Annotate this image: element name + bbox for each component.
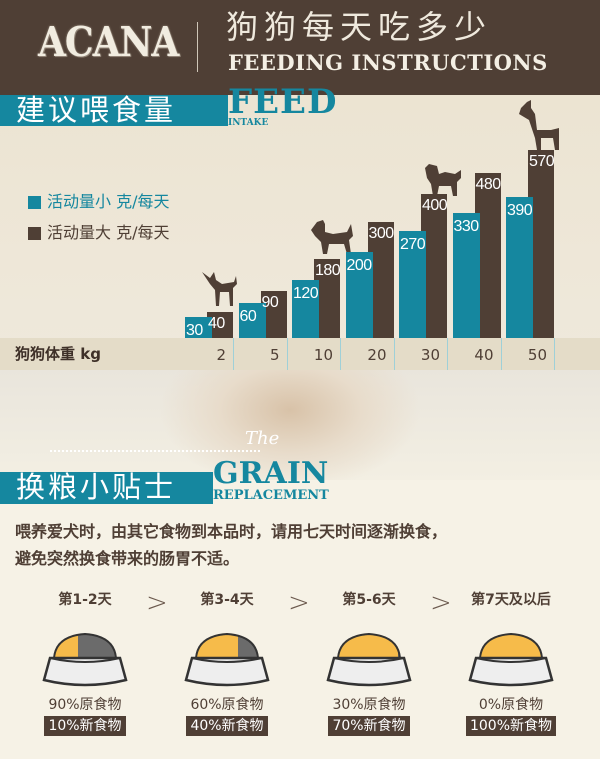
new-food-percent: 10%新食物 (44, 716, 126, 736)
bar-low-50kg (506, 196, 533, 338)
acana-logo: ACANA (38, 17, 179, 67)
step-4: 第7天及以后 0%原食物 100%新食物 (446, 590, 576, 736)
food-bowl-icon (184, 632, 270, 687)
bar-value-label: 270 (400, 235, 426, 253)
step-2: 第3-4天 60%原食物 40%新食物 (162, 590, 292, 736)
x-tick-label: 40 (474, 346, 494, 364)
x-axis-strip (0, 338, 600, 370)
axis-divider (554, 338, 555, 370)
axis-divider (340, 338, 341, 370)
bulldog-silhouette-icon (425, 164, 461, 196)
bar-value-label: 30 (186, 322, 203, 340)
new-food-percent: 40%新食物 (186, 716, 268, 736)
axis-divider (286, 338, 288, 370)
food-bowl-icon (326, 632, 412, 687)
terrier-silhouette-icon (311, 220, 353, 254)
step-1: 第1-2天 90%原食物 10%新食物 (20, 590, 150, 736)
tips-paragraph: 喂养爱犬时，由其它食物到本品时，请用七天时间逐渐换食， 避免突然换食带来的肠胃不适… (15, 518, 595, 572)
header-title-cn: 狗狗每天吃多少 (226, 8, 493, 46)
bar-low-10kg (292, 279, 319, 338)
step-label: 第1-2天 (58, 592, 112, 608)
step-arrow-icon: > (146, 588, 168, 618)
doberman-silhouette-icon (519, 100, 559, 150)
food-bowl-icon (468, 632, 554, 687)
step-label: 第7天及以后 (471, 592, 551, 608)
axis-divider (233, 338, 234, 370)
new-food-percent: 70%新食物 (328, 716, 410, 736)
old-food-percent: 60%原食物 (190, 697, 264, 713)
bar-value-label: 90 (261, 293, 279, 311)
legend-label: 活动量小 克/每天 (47, 192, 170, 211)
dog-photo-background (0, 370, 600, 480)
bar-value-label: 330 (453, 218, 480, 236)
x-tick-label: 10 (313, 346, 333, 364)
photo-script-text: The (245, 428, 280, 449)
x-tick-label: 30 (420, 346, 440, 364)
bar-value-label: 300 (368, 224, 395, 242)
axis-divider (500, 338, 502, 370)
chihuahua-silhouette-icon (202, 272, 237, 306)
header (0, 0, 600, 95)
bar-low-40kg (452, 213, 480, 338)
legend-label: 活动量大 克/每天 (47, 223, 170, 242)
bar-value-label: 480 (475, 175, 502, 193)
step-label: 第3-4天 (200, 592, 254, 608)
bar-value-label: 200 (346, 257, 373, 275)
legend-swatch (28, 195, 41, 209)
header-title-en: FEEDING INSTRUCTIONS (228, 50, 548, 75)
step-label: 第5-6天 (342, 592, 396, 608)
tips-line: 避免突然换食带来的肠胃不适。 (15, 549, 240, 568)
legend-swatch (28, 226, 41, 240)
bar-low-2kg (185, 317, 212, 338)
bar-value-label: 390 (507, 201, 533, 219)
dotted-divider (50, 450, 260, 452)
bar-value-label: 570 (529, 153, 555, 171)
x-axis-label: 狗狗体重 kg (15, 345, 101, 363)
intake-word: INTAKE (228, 118, 269, 128)
old-food-percent: 30%原食物 (332, 697, 406, 713)
bar-value-label: 180 (315, 261, 341, 279)
axis-divider (393, 338, 395, 370)
tips-line: 喂养爱犬时，由其它食物到本品时，请用七天时间逐渐换食， (15, 522, 448, 541)
x-tick-label: 50 (527, 346, 547, 364)
bar-low-5kg (238, 303, 266, 338)
old-food-percent: 0%原食物 (478, 697, 544, 713)
feed-word: FEED (228, 82, 338, 122)
legend-low-activity: 活动量小 克/每天 (28, 192, 169, 212)
x-tick-label: 5 (269, 346, 280, 364)
bar-value-label: 120 (293, 284, 319, 302)
axis-divider (447, 338, 448, 370)
header-divider (197, 22, 198, 72)
bar-value-label: 400 (422, 196, 448, 214)
step-arrow-icon: > (430, 588, 452, 618)
grain-word: GRAIN (213, 456, 329, 491)
bar-low-20kg (345, 252, 373, 338)
new-food-percent: 100%新食物 (465, 716, 557, 736)
x-tick-label: 2 (216, 346, 226, 364)
x-tick-label: 20 (367, 346, 387, 364)
old-food-percent: 90%原食物 (48, 697, 122, 713)
step-3: 第5-6天 30%原食物 70%新食物 (304, 590, 434, 736)
food-bowl-icon (42, 632, 128, 687)
feed-section-title: 建议喂食量 (0, 95, 228, 126)
bar-value-label: 40 (208, 315, 225, 333)
bar-value-label: 60 (239, 308, 257, 326)
grain-section-title: 换粮小贴士 (0, 472, 213, 504)
step-arrow-icon: > (288, 588, 310, 618)
replacement-word: REPLACEMENT (213, 488, 329, 503)
bar-low-30kg (399, 230, 426, 338)
legend-high-activity: 活动量大 克/每天 (28, 223, 169, 243)
